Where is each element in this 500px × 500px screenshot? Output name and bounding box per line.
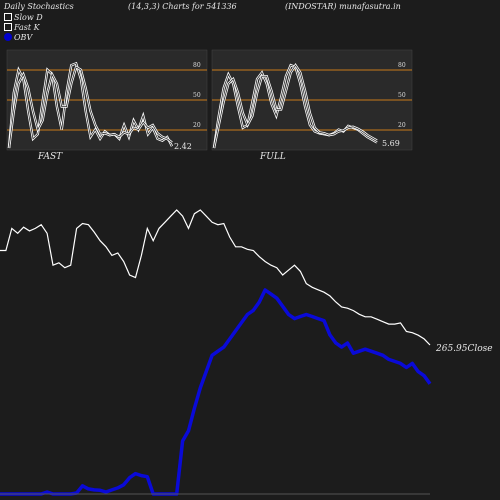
full-tick-label-50: 50 bbox=[398, 92, 406, 99]
fast-panel-label: FAST bbox=[38, 152, 63, 162]
legend-obv: OBV bbox=[4, 33, 32, 42]
close-value-text: 265.95 bbox=[436, 344, 468, 354]
close-end-value: 265.95Close bbox=[436, 344, 493, 354]
legend-swatch-slow-d bbox=[4, 13, 12, 21]
full-tick-label-80: 80 bbox=[398, 62, 406, 69]
close-label-text: Close bbox=[467, 344, 493, 354]
close-price-line bbox=[0, 209, 431, 346]
legend-swatch-fast-k bbox=[4, 23, 12, 31]
full-end-value: 5.69 bbox=[382, 139, 400, 148]
legend-slow-d: Slow D bbox=[4, 13, 43, 22]
fast-end-value: 2.42 bbox=[174, 142, 192, 151]
fast-tick-label-20: 20 bbox=[193, 122, 201, 129]
legend-label-fast-k: Fast K bbox=[14, 23, 40, 32]
fast-series-slow-d bbox=[8, 66, 173, 149]
header-params: (14,3,3) Charts for 541336 bbox=[128, 2, 237, 11]
full-series-slow-d bbox=[213, 64, 378, 149]
fast-series-fast-k bbox=[8, 62, 173, 149]
legend-label-obv: OBV bbox=[14, 33, 33, 42]
header-source: (INDOSTAR) munafasutra.in bbox=[285, 2, 401, 11]
legend-swatch-obv bbox=[4, 33, 12, 41]
full-tick-label-20: 20 bbox=[398, 122, 406, 129]
fast-tick-label-80: 80 bbox=[193, 62, 201, 69]
fast-tick-label-50: 50 bbox=[193, 92, 201, 99]
header-title: Daily Stochastics bbox=[4, 2, 74, 11]
obv-line bbox=[0, 288, 432, 496]
legend-fast-k: Fast K bbox=[4, 23, 40, 32]
full-panel-label: FULL bbox=[260, 152, 286, 162]
legend-label-slow-d: Slow D bbox=[14, 13, 43, 22]
